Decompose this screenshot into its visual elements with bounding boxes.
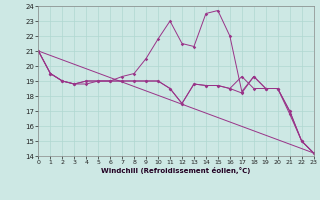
X-axis label: Windchill (Refroidissement éolien,°C): Windchill (Refroidissement éolien,°C) xyxy=(101,167,251,174)
